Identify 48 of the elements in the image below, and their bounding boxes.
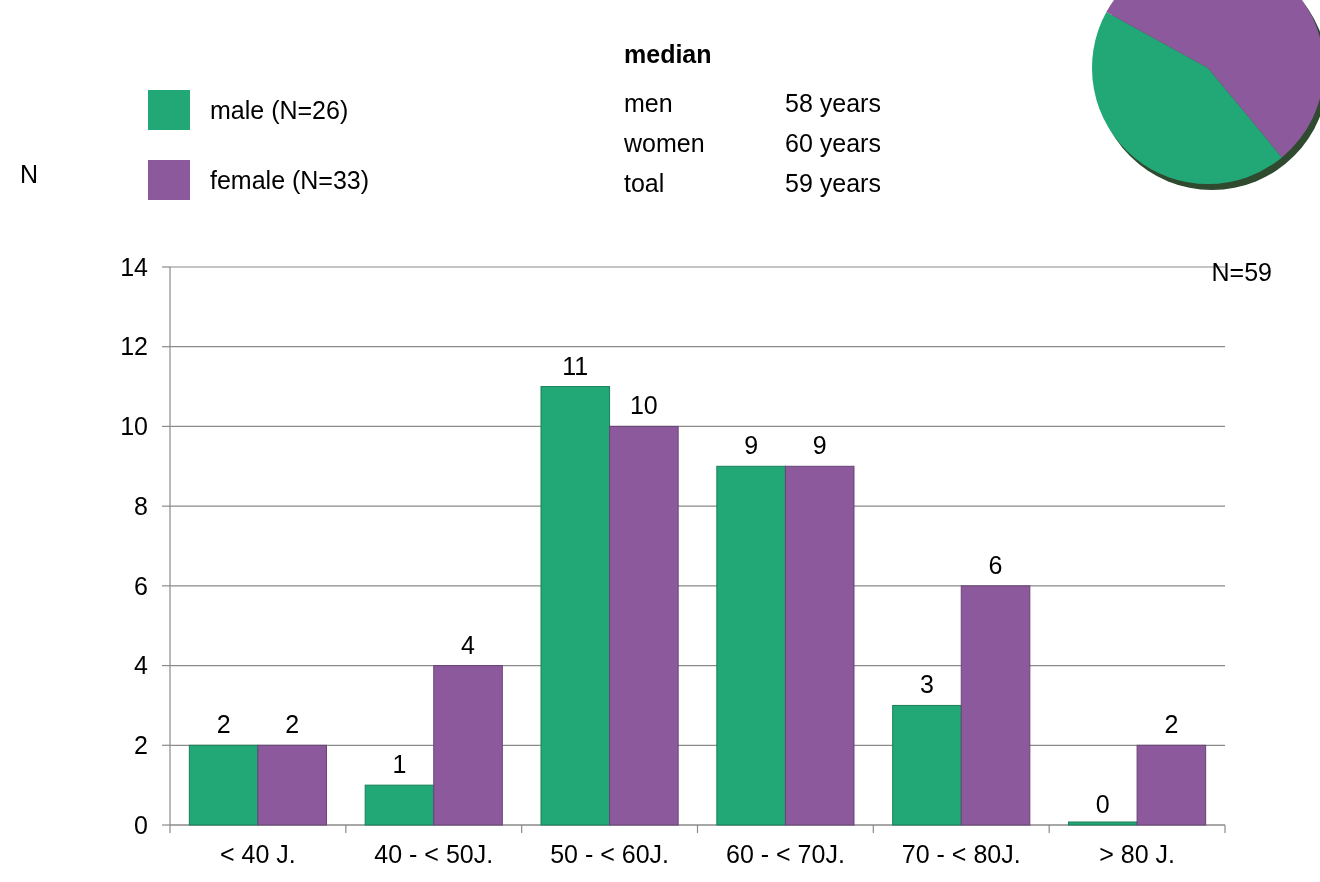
bar [892,704,962,826]
text: 60 years [785,129,881,157]
y-tick-label: 14 [120,252,149,281]
y-tick-label: 12 [120,332,148,361]
data-label: 11 [562,351,589,380]
bar [540,386,611,826]
annotation: N=59 [1211,258,1272,286]
x-tick-label: 40 - < 50J. [374,840,494,868]
data-label: 6 [988,550,1003,579]
bar [433,665,503,826]
data-label: 3 [920,670,934,699]
x-tick-label: 60 - < 70J. [726,840,845,868]
bar [960,585,1031,826]
data-label: 0 [1095,790,1110,818]
bar [364,784,435,826]
text: women [623,129,705,157]
data-label: 2 [285,710,300,739]
text: men [624,89,673,117]
bar [609,425,679,826]
data-label: 2 [1164,710,1179,739]
text: toal [624,169,665,197]
x-tick-label: 50 - < 60J. [550,840,669,868]
data-label: 9 [744,431,759,460]
x-tick-label: 70 - < 80J. [901,840,1021,868]
data-label: 4 [461,630,476,659]
bar [716,465,786,826]
bar [188,744,259,826]
bar [784,465,855,826]
legend-label: female (N=33) [210,165,370,194]
text: median [624,40,712,68]
y-tick-label: 10 [120,412,148,441]
y-tick-label: 0 [134,810,148,839]
data-label: 2 [216,710,231,739]
x-tick-label: > 80 J. [1099,840,1175,868]
legend-label: male (N=26) [210,95,349,124]
y-axis-title: N [20,160,39,188]
text: 58 years [785,89,881,117]
y-tick-label: 2 [134,731,148,760]
text: 59 years [785,169,881,197]
y-tick-label: 4 [134,651,149,680]
data-label: 10 [629,391,658,420]
x-tick-label: < 40 J. [220,840,296,868]
y-tick-label: 8 [134,491,148,520]
y-tick-label: 6 [134,571,148,600]
bar [1136,744,1207,826]
bar [257,744,327,826]
data-label: 1 [392,750,407,779]
data-label: 9 [812,431,827,460]
